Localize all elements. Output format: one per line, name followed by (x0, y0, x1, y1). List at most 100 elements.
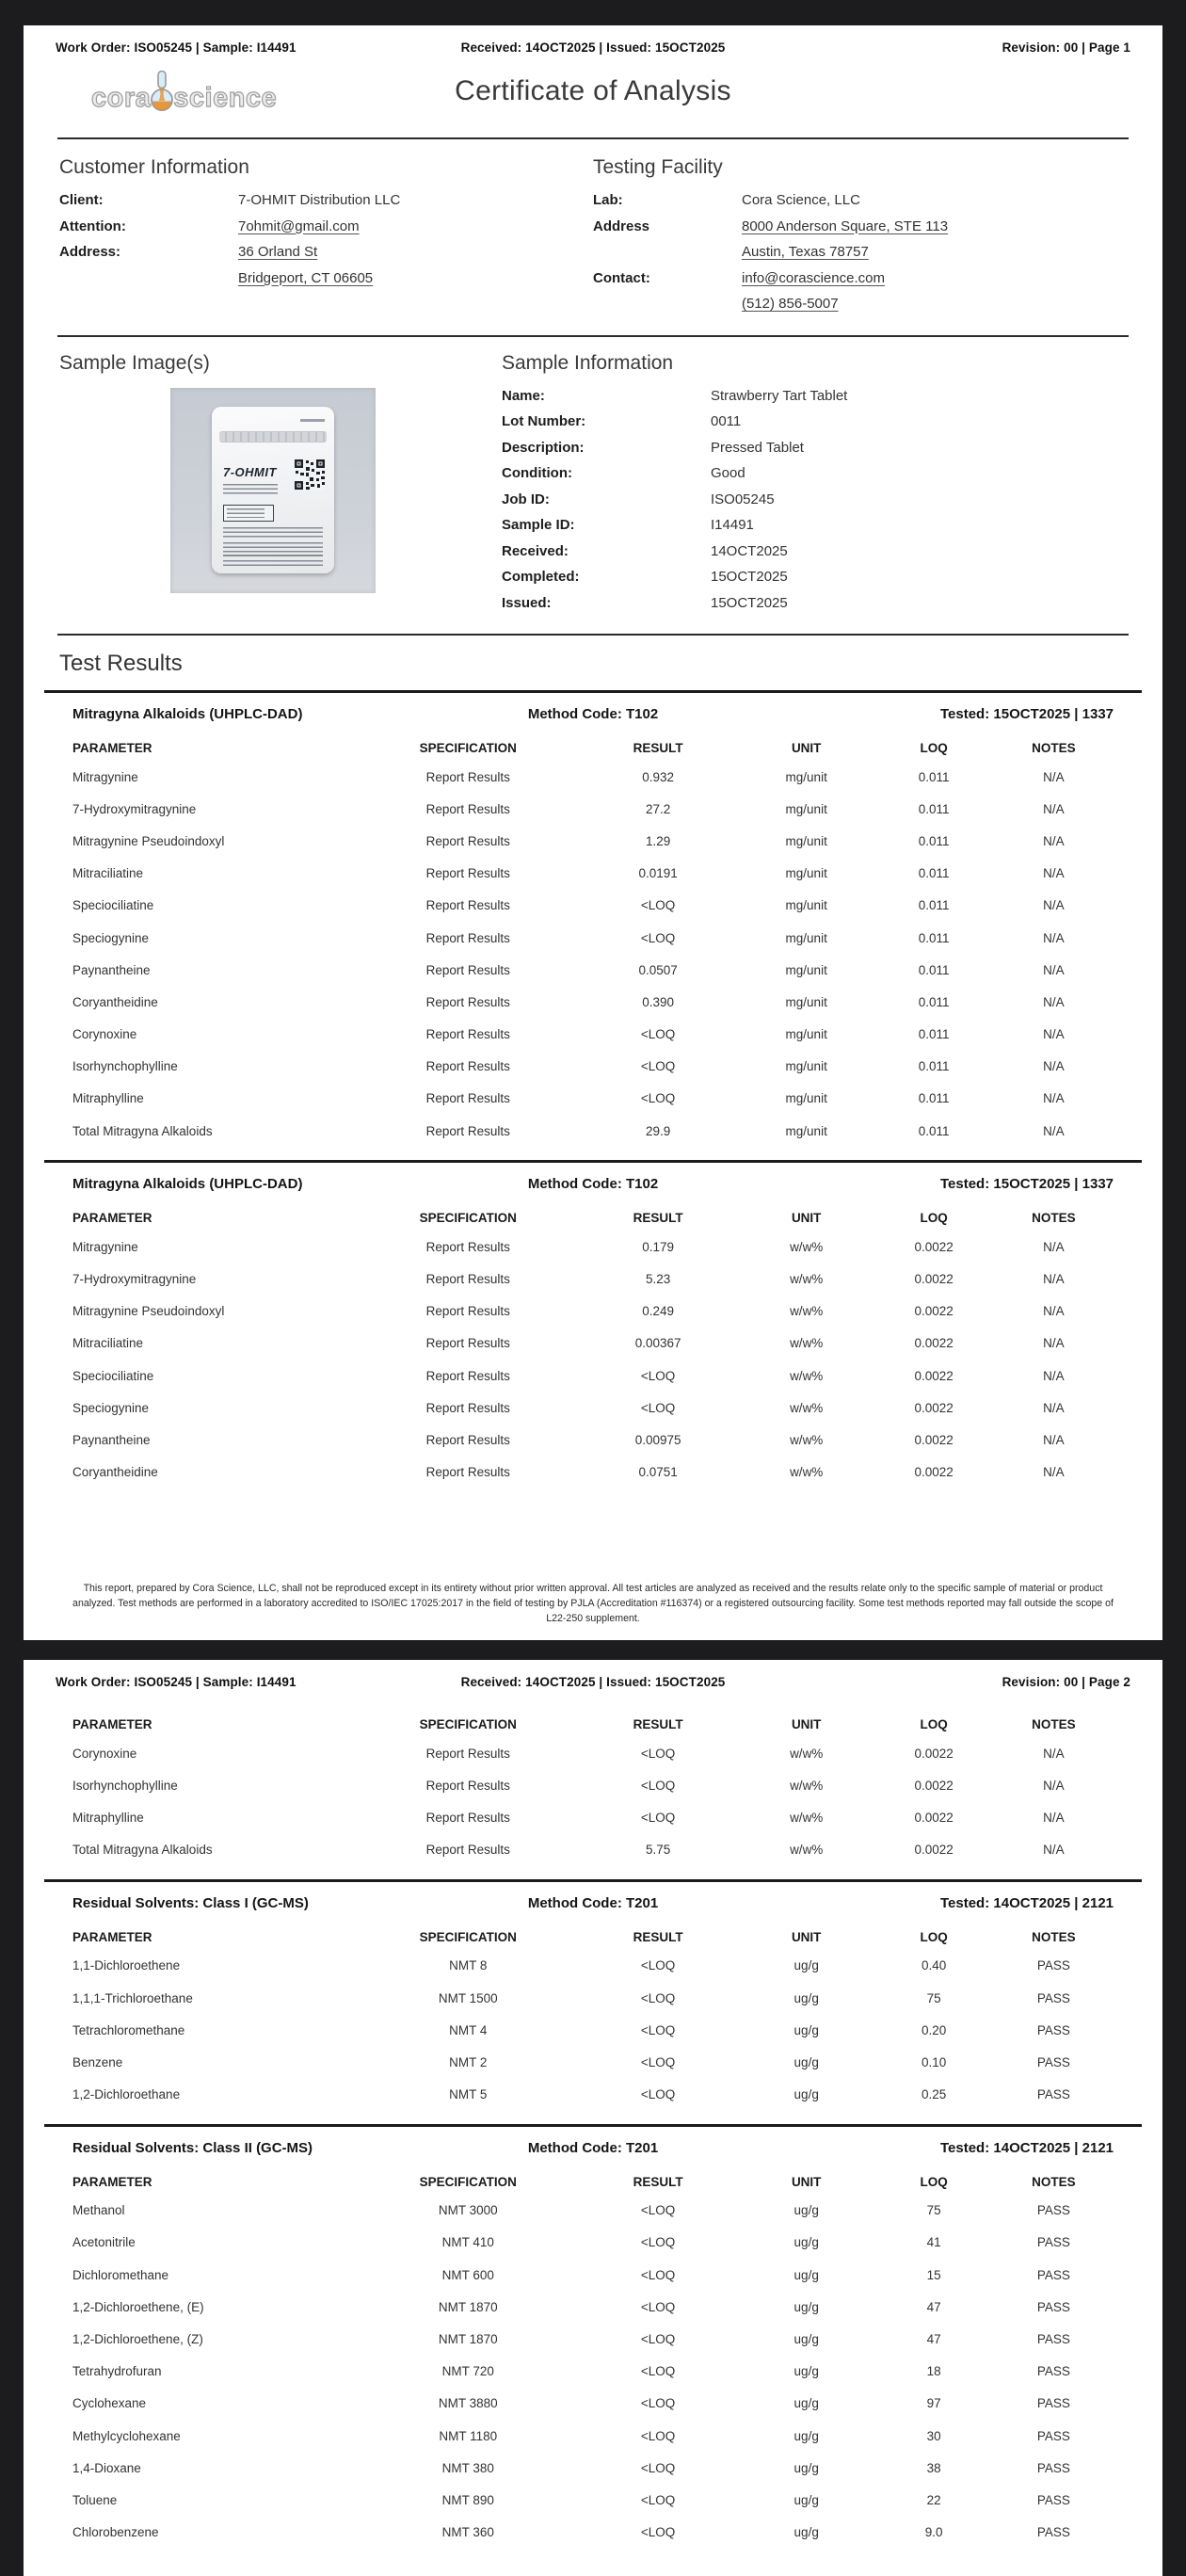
table-title: Mitragyna Alkaloids (UHPLC-DAD) (72, 1176, 303, 1193)
cell-unit: mg/unit (785, 1123, 827, 1138)
table-method-code: Method Code: T201 (527, 2139, 659, 2156)
cell-result: 0.0191 (638, 866, 678, 881)
cell-parameter: Tetrahydrofuran (72, 2364, 162, 2379)
cell-loq: 9.0 (924, 2525, 943, 2540)
column-header-result: RESULT (633, 1211, 683, 1226)
cell-unit: w/w% (790, 1272, 824, 1287)
table-row: Benzene NMT 2 <LOQ ug/g 0.10 PASS (72, 2046, 1114, 2078)
table-row: Mitraphylline Report Results <LOQ w/w% 0.002… (72, 1801, 1114, 1833)
cell-unit: mg/unit (785, 962, 827, 977)
cell-unit: ug/g (793, 2525, 819, 2540)
kv-value-link[interactable]: 7ohmit@gmail.com (238, 217, 360, 234)
table-title-band: Residual Solvents: Class II (GC-MS) Metho… (72, 2140, 1114, 2156)
cell-unit: ug/g (793, 2364, 819, 2379)
cell-result: <LOQ (640, 2022, 676, 2037)
kv-value-link[interactable]: info@corascience.com (742, 269, 885, 286)
sample-section: Sample Image(s) 7-OHMIT (24, 337, 1162, 621)
kv-label: Issued: (502, 594, 552, 611)
table-row: Speciogynine Report Results <LOQ w/w% 0.0022… (72, 1392, 1114, 1424)
cell-specification: Report Results (425, 994, 510, 1009)
cell-result: <LOQ (640, 2460, 676, 2475)
kv-value-link[interactable]: (512) 856-5007 (742, 296, 839, 312)
table-row: Acetonitrile NMT 410 <LOQ ug/g 41 PASS (72, 2227, 1114, 2259)
table-row: Mitraciliatine Report Results 0.0191 mg/uni… (72, 858, 1114, 890)
cell-unit: ug/g (793, 2332, 819, 2347)
cell-notes: N/A (1043, 1465, 1065, 1480)
cell-unit: mg/unit (785, 1059, 827, 1074)
kv-row: Sample ID: I14491 (502, 517, 1127, 534)
facility-rows: Lab: Cora Science, LLC Address 8000 Anderso… (593, 192, 1127, 313)
cell-parameter: Total Mitragyna Alkaloids (72, 1123, 213, 1138)
cell-specification: Report Results (425, 1778, 510, 1793)
cell-notes: N/A (1043, 1778, 1065, 1793)
kv-label: Address: (59, 244, 121, 260)
cell-loq: 0.0022 (914, 1843, 954, 1858)
cell-unit: mg/unit (785, 866, 827, 881)
cell-notes: N/A (1043, 1336, 1065, 1351)
table-title: Residual Solvents: Class I (GC-MS) (72, 1894, 309, 1911)
cell-result: 0.00367 (634, 1336, 681, 1351)
cell-unit: ug/g (793, 1958, 819, 1973)
cell-parameter: Speciociliatine (72, 1368, 154, 1383)
cell-unit: ug/g (793, 2235, 819, 2250)
cell-result: 0.0507 (638, 962, 678, 977)
cell-notes: N/A (1043, 1272, 1065, 1287)
table-row: Paynantheine Report Results 0.0507 mg/unit 0… (72, 954, 1114, 986)
cell-unit: w/w% (790, 1239, 824, 1254)
cell-loq: 38 (926, 2460, 941, 2475)
cell-loq: 75 (926, 2203, 941, 2218)
sample-image-block: Sample Image(s) 7-OHMIT (59, 352, 502, 621)
cell-unit: ug/g (793, 1990, 819, 2005)
work-order-sample: Work Order: ISO05245 | Sample: I14491 (56, 1675, 296, 1689)
kv-row: Contact: info@corascience.com (593, 270, 1127, 287)
pouch-label-microtext (223, 483, 278, 496)
kv-value-link[interactable]: 36 Orland St (238, 244, 318, 260)
cell-specification: Report Results (425, 1368, 510, 1383)
cell-unit: ug/g (793, 2428, 819, 2443)
cell-result: <LOQ (640, 1810, 676, 1825)
cell-unit: w/w% (790, 1368, 824, 1383)
cell-parameter: Coryantheidine (72, 994, 158, 1009)
column-header-row: PARAMETER SPECIFICATION RESULT UNIT LOQ NOTES (72, 1702, 1114, 1737)
cell-parameter: Acetonitrile (72, 2235, 136, 2250)
table-row: 1,1,1-Trichloroethane NMT 1500 <LOQ ug/g 75 P… (72, 1982, 1114, 2014)
cell-parameter: Methylcyclohexane (72, 2428, 181, 2443)
lot-microtext (227, 507, 264, 518)
cell-specification: NMT 890 (441, 2492, 494, 2507)
column-header-loq: LOQ (920, 741, 948, 755)
cell-specification: Report Results (425, 1304, 510, 1319)
kv-value: I14491 (711, 517, 754, 533)
kv-value-link[interactable]: 8000 Anderson Square, STE 113 (742, 217, 949, 234)
page-header-strip: Work Order: ISO05245 | Sample: I14491 Re… (24, 1660, 1162, 1689)
cell-loq: 0.20 (922, 2022, 947, 2037)
kv-label: Description: (502, 439, 585, 456)
sample-information-heading: Sample Information (502, 351, 674, 374)
cell-notes: PASS (1036, 2054, 1070, 2069)
pouch-warning-microtext (223, 526, 323, 539)
cell-specification: NMT 2 (449, 2054, 488, 2069)
pouch-zipper (219, 430, 327, 443)
cell-result: <LOQ (640, 2235, 676, 2250)
cell-result: <LOQ (640, 2396, 676, 2411)
kv-row: Condition: Good (502, 465, 1127, 482)
cell-loq: 0.0022 (914, 1432, 954, 1447)
cell-result: <LOQ (640, 2087, 676, 2102)
cell-result: <LOQ (640, 1746, 676, 1761)
column-header-unit: UNIT (791, 1211, 822, 1226)
cell-unit: w/w% (790, 1810, 824, 1825)
table-tested-date: Tested: 14OCT2025 | 2121 (939, 2139, 1114, 2156)
cell-loq: 0.011 (918, 930, 950, 945)
cell-unit: mg/unit (785, 898, 827, 913)
cell-specification: Report Results (425, 769, 510, 784)
table-row: 1,2-Dichloroethene, (E) NMT 1870 <LOQ ug/g 4… (72, 2291, 1114, 2323)
alkaloids-ww-table-continued: PARAMETER SPECIFICATION RESULT UNIT LOQ NOTES… (24, 1689, 1162, 1866)
kv-value-link[interactable]: Bridgeport, CT 06605 (238, 269, 374, 286)
table-row: Cyclohexane NMT 3880 <LOQ ug/g 97 PASS (72, 2388, 1114, 2420)
cell-notes: PASS (1036, 2332, 1070, 2347)
cell-specification: Report Results (425, 898, 510, 913)
cell-notes: PASS (1036, 2235, 1070, 2250)
kv-value-link[interactable]: Austin, Texas 78757 (742, 244, 869, 260)
cell-specification: Report Results (425, 1336, 510, 1351)
cell-specification: Report Results (425, 1465, 510, 1480)
kv-value: 0011 (711, 413, 742, 429)
